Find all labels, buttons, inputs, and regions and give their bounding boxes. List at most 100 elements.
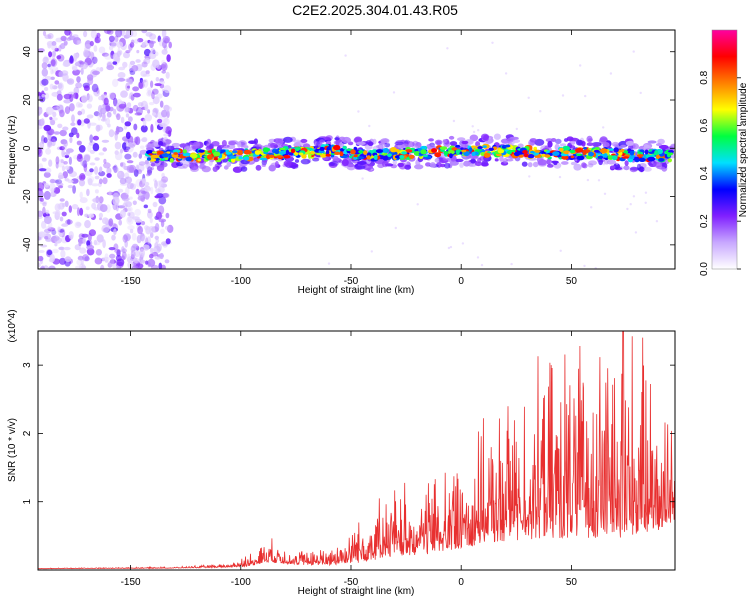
snr-x-tick-label: -150 <box>121 577 141 588</box>
spectrogram-halo-blob <box>499 155 504 162</box>
spectrogram-noise-blob <box>159 252 164 260</box>
spectrogram-noise-blob <box>55 210 61 217</box>
spectrogram-noise-blob <box>101 217 109 225</box>
spectrogram-halo-blob <box>201 165 211 173</box>
spectrogram-outlier <box>558 175 562 179</box>
spectrogram-outlier <box>603 192 607 195</box>
spectrogram-halo-blob <box>444 162 451 169</box>
spectrogram-ridge-blob <box>513 151 521 157</box>
spectrogram-ridge-blob <box>197 158 202 162</box>
spectrogram-noise-blob <box>76 222 82 227</box>
spectrogram-noise-blob <box>51 91 59 97</box>
spectrogram-noise-blob <box>101 52 109 57</box>
spectrogram-noise-blob <box>68 156 72 165</box>
spectrogram-noise-blob <box>108 92 116 100</box>
spectrogram-noise-blob <box>57 123 63 129</box>
spectrogram-noise-blob <box>138 161 146 166</box>
spectrogram-noise-blob <box>155 188 161 193</box>
spectrogram-noise-blob <box>137 102 144 107</box>
spectrogram-noise-blob <box>149 217 153 224</box>
spectrogram-noise-blob <box>154 180 158 189</box>
spectrogram-noise-blob <box>56 55 62 60</box>
spectrogram-ridge-blob <box>582 149 587 156</box>
spectrogram-noise-blob <box>80 174 86 180</box>
spectrogram-noise-blob <box>161 49 168 55</box>
spectrogram-halo-blob <box>228 141 237 146</box>
spectrogram-halo-blob <box>506 137 514 143</box>
snr-x-ticks: -150 -100 -50 0 50 <box>121 331 577 588</box>
spectrogram-noise-blob <box>44 236 49 240</box>
spectrogram-noise-blob <box>165 238 171 245</box>
spectrogram-noise-blob <box>58 232 63 238</box>
spectrogram-noise-blob <box>152 59 160 68</box>
spectrogram-noise-blob <box>143 181 150 187</box>
spectrogram-noise-blob <box>134 112 143 116</box>
spectrogram-ridge-blob <box>431 148 438 153</box>
spectrogram-outlier <box>561 94 565 97</box>
spectrogram-outlier <box>590 206 593 209</box>
spectrogram-ridge-blob <box>350 149 356 155</box>
spectrogram-noise-blob <box>161 70 166 74</box>
spectrogram-ridge-blob <box>290 148 296 154</box>
spectrogram-ridge-blob <box>319 146 325 151</box>
spectrogram-halo-blob <box>392 160 397 165</box>
snr-x-tick-label: 0 <box>458 577 464 588</box>
spectrogram-ridge-blob <box>363 150 368 155</box>
spectrogram-ridge-blob <box>353 154 358 158</box>
spectrogram-halo-blob <box>521 161 528 167</box>
spectrogram-halo-blob <box>537 159 548 166</box>
spectrogram-noise-blob <box>98 46 106 54</box>
spectrogram-noise-blob <box>116 113 121 121</box>
spectrogram-noise-blob <box>141 42 146 48</box>
spectrogram-noise-blob <box>79 207 84 216</box>
spectrogram-halo-blob <box>237 141 242 148</box>
spectrogram-halo-blob <box>469 134 479 142</box>
spectrogram-noise-blob <box>132 200 137 206</box>
spectrogram-noise-blob <box>61 211 67 217</box>
spectrogram-ridge-blob <box>597 155 604 160</box>
spectrogram-noise-blob <box>59 198 65 202</box>
spectrogram-noise-blob <box>69 103 75 112</box>
spectrogram-halo-blob <box>627 145 634 150</box>
spectrogram-noise-blob <box>129 60 136 66</box>
spectrogram-noise-blob <box>108 129 115 138</box>
spectrogram-noise-blob <box>68 231 74 240</box>
spectrogram-noise-blob <box>83 118 90 124</box>
spectrogram-halo-blob <box>455 158 464 163</box>
spectrogram-ridge-blob <box>381 148 388 153</box>
spectrogram-outlier <box>368 124 371 128</box>
spectrogram-halo-blob <box>670 143 675 147</box>
spectrogram-noise-blob <box>63 140 68 147</box>
spectrogram-noise-blob <box>41 157 47 162</box>
spectrogram-noise-blob <box>118 66 126 71</box>
spectrogram-halo-blob <box>576 139 583 146</box>
spectrogram-halo-blob <box>164 140 171 145</box>
spectrogram-halo-blob <box>273 144 279 149</box>
spectrogram-noise-blob <box>98 96 103 101</box>
spectrogram-noise-blob <box>132 86 140 92</box>
spectrogram-noise-blob <box>161 193 169 198</box>
spectrogram-noise-blob <box>158 205 165 215</box>
spectrogram-outlier <box>651 161 654 164</box>
spectrogram-noise-blob <box>155 211 162 220</box>
spectrogram-noise-blob <box>121 197 130 202</box>
spectrogram-noise-blob <box>76 132 80 139</box>
colorbar-scale <box>711 29 738 270</box>
spectrogram-halo-blob <box>463 160 471 167</box>
spectrogram-noise-blob <box>148 101 155 106</box>
spectrogram-ridge-blob <box>568 149 576 154</box>
spectrogram-noise-blob <box>123 233 132 241</box>
spectrogram-noise-blob <box>147 89 152 96</box>
spectrogram-noise-blob <box>74 62 81 67</box>
spectrogram-noise-blob <box>128 142 133 148</box>
spectrogram-ridge-blob <box>552 151 560 157</box>
spectrogram-x-tick-label: -100 <box>231 276 251 287</box>
figure-title: C2E2.2025.304.01.43.R05 <box>292 2 458 18</box>
spectrogram-noise-blob <box>138 81 144 89</box>
spectrogram-noise-blob <box>108 247 116 251</box>
spectrogram-noise-blob <box>149 33 157 40</box>
spectrogram-ridge-blob <box>544 154 551 158</box>
spectrogram-y-tick-label: 0 <box>22 145 33 151</box>
spectrogram-outlier <box>644 191 648 194</box>
spectrogram-noise-blob <box>44 228 52 234</box>
